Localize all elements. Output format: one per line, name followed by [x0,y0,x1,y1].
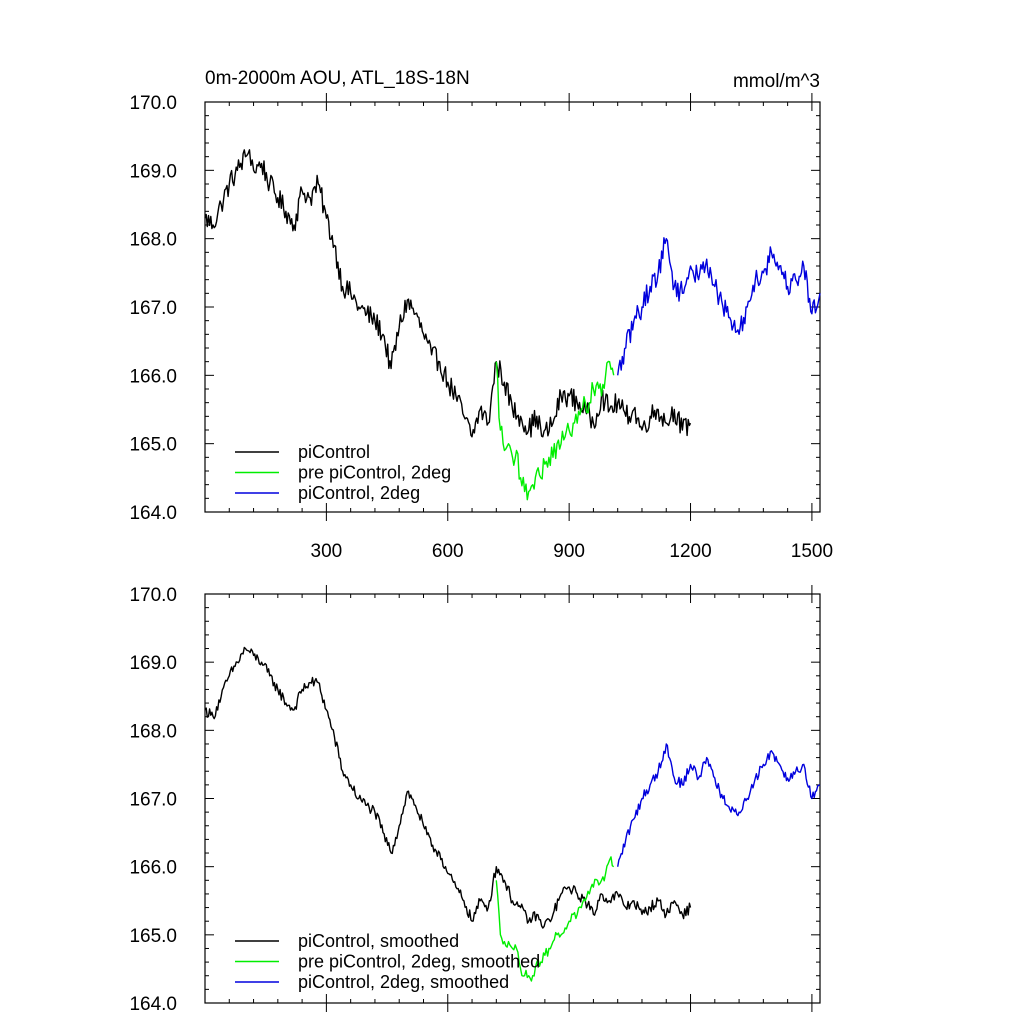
y-tick-label: 166.0 [129,366,177,387]
y-tick-label: 169.0 [129,161,177,182]
series-line-picontrol-2deg [617,237,821,376]
figure-title: 0m-2000m AOU, ATL_18S-18N [205,68,470,89]
y-tick-label: 168.0 [129,230,177,251]
x-tick-label: 600 [432,541,464,562]
y-tick-label: 170.0 [129,93,177,114]
y-tick-label: 166.0 [129,858,177,879]
series-line-picontrol-smoothed [204,646,692,929]
y-tick-label: 168.0 [129,721,177,742]
series-line-pre-picontrol-2deg-smoothed [495,856,615,982]
y-tick-label: 167.0 [129,790,177,811]
y-tick-label: 165.0 [129,926,177,947]
figure-units: mmol/m^3 [733,71,820,92]
legend-label: piControl, 2deg [298,483,420,503]
x-tick-label: 900 [553,541,585,562]
x-tick-label: 1500 [791,541,833,562]
legend-label: piControl, smoothed [298,931,459,951]
y-tick-label: 167.0 [129,298,177,319]
series-line-picontrol [204,149,692,438]
series-line-picontrol-2deg-smoothed [617,743,821,867]
y-tick-label: 170.0 [129,585,177,606]
x-tick-label: 1200 [669,541,711,562]
legend-label: pre piControl, 2deg, smoothed [298,952,540,972]
y-tick-label: 164.0 [129,994,177,1015]
top-panel: 164.0 165.0 166.0 167.0 168.0 169.0 170.0 300 60… [129,93,833,562]
legend-label: pre piControl, 2deg [298,463,451,483]
y-tick-label: 165.0 [129,435,177,456]
series-line-pre-picontrol-2deg [495,360,615,501]
bottom-panel: 164.0 165.0 166.0 167.0 168.0 169.0 170.0 piCon… [129,585,821,1015]
x-tick-label: 300 [311,541,343,562]
legend-label: piControl [298,442,370,462]
y-tick-label: 169.0 [129,653,177,674]
y-tick-label: 164.0 [129,503,177,524]
legend-label: piControl, 2deg, smoothed [298,972,509,992]
